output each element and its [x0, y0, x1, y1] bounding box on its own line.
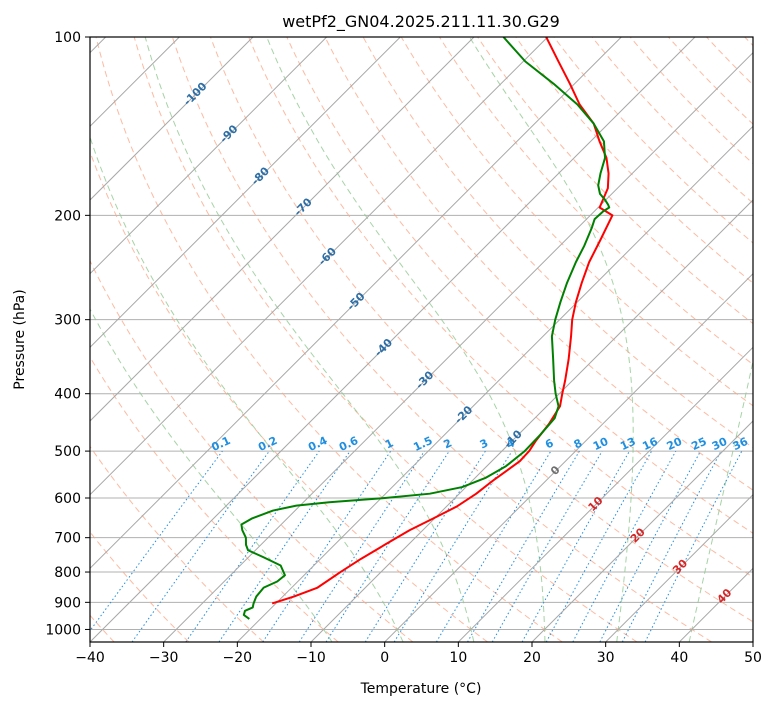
x-axis: −40 −30 −20 −10 0 10 20 30 40 50: [75, 642, 762, 666]
isotherm-line: [531, 420, 753, 642]
mixing-ratio-label: 30: [710, 435, 730, 453]
y-tick-label: 800: [54, 565, 81, 581]
chart-title: wetPf2_GN04.2025.211.11.30.G29: [282, 12, 560, 32]
mixing-ratio-line: [644, 450, 743, 642]
y-tick-label: 1000: [45, 622, 81, 638]
moist-adiabat: [688, 358, 753, 642]
mixing-ratio-label: 13: [618, 435, 637, 453]
mixing-ratio-label: 10: [591, 435, 611, 453]
dry-adiabat: [210, 37, 753, 623]
moist-adiabat: [266, 37, 546, 642]
plot-frame: [89, 36, 754, 643]
moist-adiabat: [90, 308, 333, 642]
dry-adiabat: [248, 37, 753, 578]
mixing-ratio-line: [90, 450, 223, 632]
mixing-ratio-line: [218, 450, 351, 642]
isotherm-line: [90, 37, 328, 275]
isotherm-line: [163, 51, 753, 642]
y-tick-label: 200: [54, 208, 81, 224]
x-tick-label: −20: [223, 650, 253, 666]
mixing-ratio-label: 36: [731, 435, 751, 453]
moist-adiabat: [144, 37, 475, 642]
mixing-ratio-line: [545, 450, 653, 642]
mixing-ratio-line: [521, 450, 630, 642]
dry-adiabat: [286, 37, 753, 534]
isotherm-line: [90, 37, 622, 570]
y-tick-label: 600: [54, 491, 81, 507]
y-tick-label: 300: [54, 313, 81, 329]
x-tick-label: 20: [523, 650, 541, 666]
mixing-ratio-line: [572, 450, 677, 642]
y-tick-label: 700: [54, 531, 81, 547]
isotherm-line: [90, 37, 549, 496]
mixing-ratio-line: [393, 450, 513, 642]
isotherm-line: [90, 37, 254, 201]
isotherm-line: [236, 125, 753, 642]
mixing-ratio-line: [262, 450, 392, 642]
isotherm-line: [457, 346, 753, 642]
y-tick-label: 900: [54, 595, 81, 611]
y-tick-label: 500: [54, 444, 81, 460]
moist-adiabat: [90, 135, 404, 642]
x-tick-label: 10: [449, 650, 467, 666]
x-tick-label: 0: [380, 650, 389, 666]
dewpoint-profile-line: [240, 37, 611, 620]
mixing-ratio-label: 25: [689, 435, 708, 453]
dry-adiabat: [324, 37, 753, 491]
temperature-profile-line: [271, 37, 614, 605]
x-tick-label: −30: [149, 650, 179, 666]
isotherms: [90, 37, 753, 642]
y-tick-label: 100: [54, 30, 81, 46]
isotherm-line: [605, 493, 753, 642]
mixing-ratio-line: [185, 450, 320, 642]
y-axis: 100 200 300 400 500 600 700 800 900 1000: [45, 30, 90, 638]
mixing-ratio-line: [131, 450, 270, 642]
dry-adiabat: [95, 37, 563, 642]
dry-adiabat: [90, 445, 264, 642]
x-tick-label: 50: [744, 650, 762, 666]
y-tick-label: 400: [54, 387, 81, 403]
profile-series: [240, 37, 614, 620]
x-tick-label: −10: [296, 650, 326, 666]
dry-adiabat: [171, 37, 712, 642]
dry-adiabat: [515, 37, 753, 284]
x-tick-label: 40: [670, 650, 688, 666]
isotherm-line: [90, 37, 475, 422]
pressure-gridlines: [90, 37, 753, 630]
x-tick-label: −40: [75, 650, 105, 666]
mixing-ratio-line: [298, 450, 425, 642]
dry-adiabats: [90, 37, 753, 642]
isotherm-line: [310, 199, 753, 642]
y-axis-title: Pressure (hPa): [12, 289, 28, 389]
x-axis-title: Temperature (°C): [360, 681, 482, 697]
mixing-ratio-label: 20: [665, 435, 685, 453]
moist-adiabats: [90, 37, 753, 642]
isotherm-line: [384, 272, 753, 642]
mixing-ratio-line: [325, 450, 450, 642]
x-tick-label: 30: [597, 650, 615, 666]
mixing-ratio-label: 16: [640, 435, 660, 453]
mixing-ratio-lines: [90, 450, 743, 642]
dry-adiabat: [133, 37, 638, 642]
isotherm-line: [90, 37, 696, 642]
isotherm-line: [90, 37, 401, 349]
dry-adiabat: [90, 259, 414, 642]
plot-area: 0.1 0.2 0.4 0.6 1 1.5 2 3 4 6 8 10 13 16 20 25 30 36-100-…: [90, 37, 753, 642]
dry-adiabat: [90, 356, 339, 642]
